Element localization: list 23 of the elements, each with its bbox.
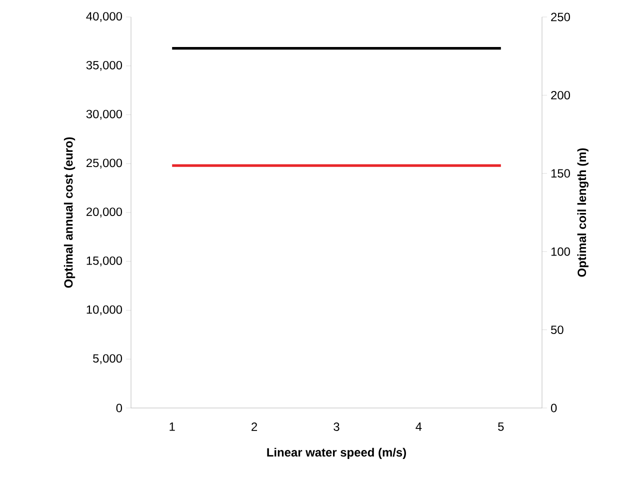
x-tick-label: 1: [170, 422, 175, 431]
y2-tick-label: 0: [550, 404, 557, 412]
y2-tick-label: 100: [551, 247, 570, 256]
y-tick-label: 30,000: [86, 110, 122, 120]
y-axis-title: Optimal annual cost (euro): [64, 137, 76, 288]
x-tick-label: 5: [498, 422, 504, 431]
y2-axis-title: Optimal coil length (m): [577, 148, 589, 277]
y2-tick-label: 250: [551, 12, 570, 22]
y-tick-label: 5,000: [93, 354, 122, 364]
y2-tick-label: 200: [551, 90, 570, 100]
y-tick-label: 25,000: [86, 158, 122, 169]
y2-tick-label: 150: [551, 169, 570, 178]
y-tick-label: 20,000: [86, 208, 122, 218]
y-tick-label: 15,000: [86, 256, 122, 266]
x-tick-label: 2: [252, 422, 258, 431]
y-tick-label: 40,000: [86, 12, 122, 22]
y-tick-label: 10,000: [86, 305, 122, 316]
x-tick-label: 4: [416, 422, 422, 431]
x-axis-title: Linear water speed (m/s): [267, 448, 406, 459]
x-tick-label: 3: [334, 422, 340, 431]
y-tick-label: 0: [116, 404, 122, 412]
y2-tick-label: 50: [551, 326, 564, 334]
y-tick-label: 35,000: [86, 60, 122, 71]
